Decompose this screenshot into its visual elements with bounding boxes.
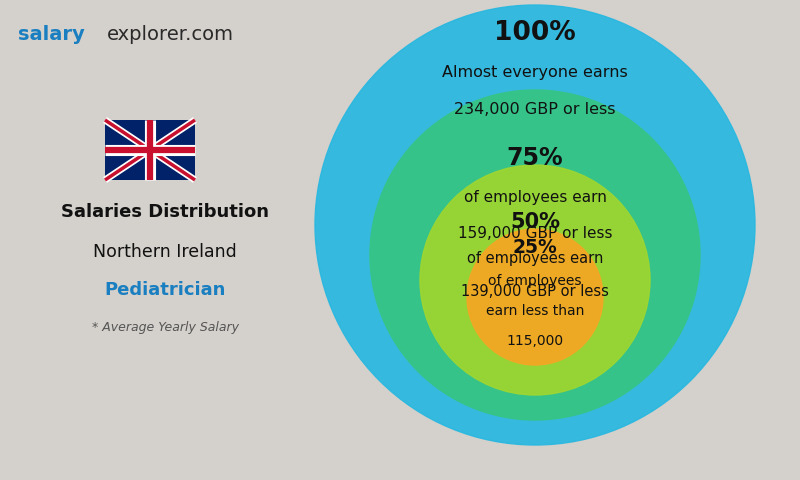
Text: 25%: 25% (513, 238, 558, 256)
Text: of employees: of employees (488, 274, 582, 288)
Circle shape (370, 90, 700, 420)
Text: 159,000 GBP or less: 159,000 GBP or less (458, 226, 612, 240)
FancyBboxPatch shape (105, 120, 195, 180)
Text: * Average Yearly Salary: * Average Yearly Salary (91, 322, 238, 335)
Text: salary: salary (18, 25, 85, 44)
Circle shape (420, 165, 650, 395)
Text: Almost everyone earns: Almost everyone earns (442, 65, 628, 81)
Text: 234,000 GBP or less: 234,000 GBP or less (454, 103, 616, 118)
Text: Pediatrician: Pediatrician (104, 281, 226, 299)
Text: 139,000 GBP or less: 139,000 GBP or less (461, 285, 609, 300)
Text: Salaries Distribution: Salaries Distribution (61, 203, 269, 221)
Text: earn less than: earn less than (486, 304, 584, 318)
Text: explorer.com: explorer.com (107, 25, 234, 44)
Text: 75%: 75% (506, 146, 563, 170)
Text: Northern Ireland: Northern Ireland (93, 243, 237, 261)
Text: of employees earn: of employees earn (467, 252, 603, 266)
Text: 100%: 100% (494, 20, 576, 46)
Text: 50%: 50% (510, 212, 560, 232)
Circle shape (467, 229, 603, 365)
Text: of employees earn: of employees earn (463, 190, 606, 204)
Text: 115,000: 115,000 (506, 334, 563, 348)
Circle shape (315, 5, 755, 445)
